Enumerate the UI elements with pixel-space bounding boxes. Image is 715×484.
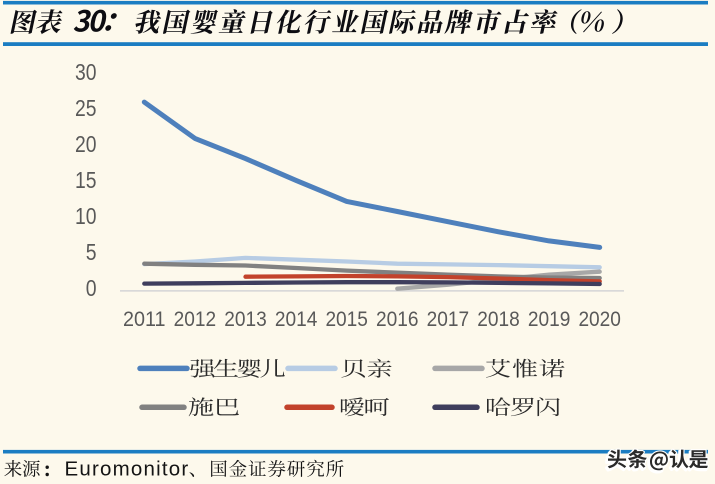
svg-text:2013: 2013: [224, 307, 267, 331]
svg-text:20: 20: [75, 131, 97, 157]
svg-text:2019: 2019: [528, 307, 571, 331]
svg-text:Euromonitor: Euromonitor: [65, 458, 190, 481]
svg-text:2016: 2016: [376, 307, 419, 331]
svg-text:2015: 2015: [325, 307, 368, 331]
svg-text:2012: 2012: [174, 307, 217, 331]
svg-text:30: 30: [75, 59, 97, 85]
svg-text:5: 5: [86, 239, 97, 265]
svg-text:0: 0: [86, 275, 97, 301]
svg-text:10: 10: [75, 203, 97, 229]
svg-text:2020: 2020: [578, 307, 621, 331]
svg-text:15: 15: [75, 167, 97, 193]
svg-text:2014: 2014: [275, 307, 318, 331]
svg-text:2017: 2017: [427, 307, 470, 331]
svg-text:25: 25: [75, 95, 97, 121]
svg-text:2018: 2018: [477, 307, 520, 331]
svg-text:2011: 2011: [123, 307, 166, 331]
